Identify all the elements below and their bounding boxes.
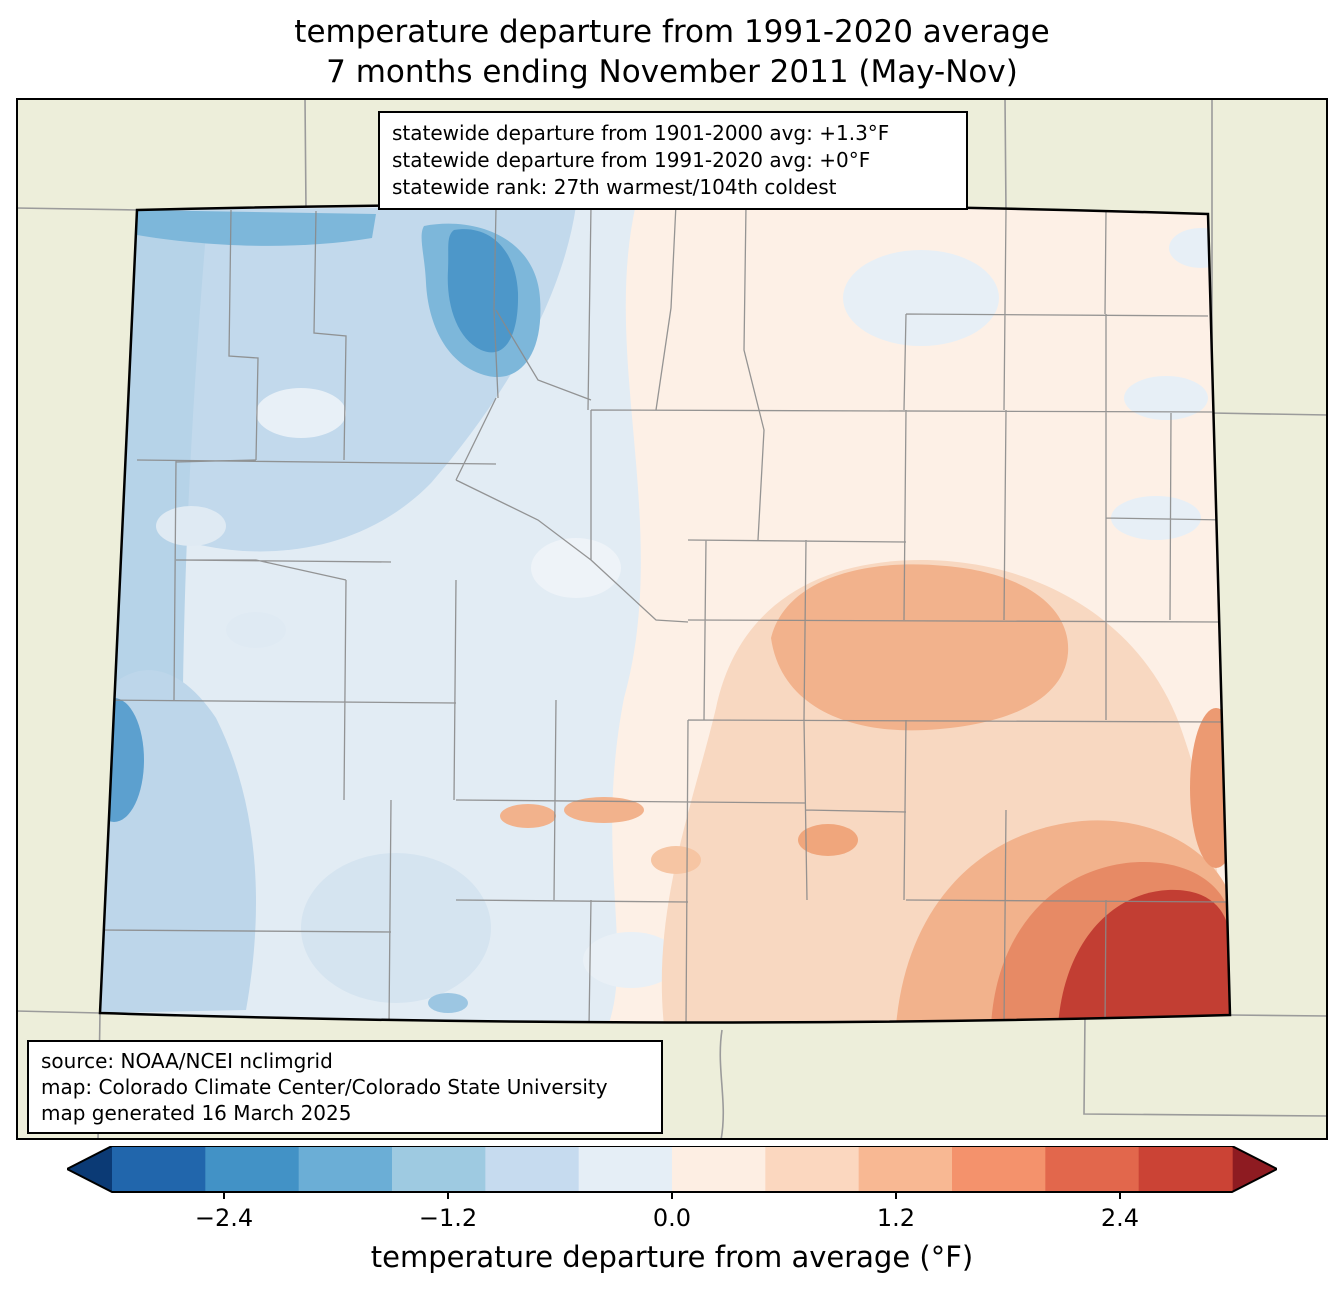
source-line-1: source: NOAA/NCEI nclimgrid bbox=[41, 1049, 333, 1073]
colorbar-outline bbox=[64, 1145, 1280, 1193]
colorbar-segment bbox=[1138, 1146, 1233, 1192]
colorbar-segment bbox=[578, 1146, 673, 1192]
stats-line-1: statewide departure from 1901-2000 avg: … bbox=[392, 121, 890, 145]
colorbar-segment bbox=[485, 1146, 580, 1192]
colorbar-left-arrow bbox=[67, 1146, 112, 1192]
colorado-choropleth-map bbox=[16, 98, 1328, 1140]
county-borders bbox=[100, 204, 1230, 1023]
colorbar-segment bbox=[952, 1146, 1047, 1192]
statewide-stats-box: statewide departure from 1901-2000 avg: … bbox=[378, 111, 968, 210]
colorbar-segment bbox=[672, 1146, 767, 1192]
colorbar: −2.4 −1.2 0.0 1.2 2.4 bbox=[64, 1145, 1280, 1256]
colorbar-tick-label: 0.0 bbox=[652, 1204, 692, 1232]
colorbar-segment bbox=[765, 1146, 860, 1192]
source-line-3: map generated 16 March 2025 bbox=[41, 1101, 352, 1125]
source-line-2: map: Colorado Climate Center/Colorado St… bbox=[41, 1075, 608, 1099]
colorbar-segment bbox=[298, 1146, 393, 1192]
title-line-1: temperature departure from 1991-2020 ave… bbox=[294, 14, 1050, 50]
colorbar-right-arrow bbox=[1232, 1146, 1277, 1192]
stats-line-2: statewide departure from 1991-2020 avg: … bbox=[392, 148, 871, 172]
title-line-2: 7 months ending November 2011 (May-Nov) bbox=[326, 54, 1018, 90]
source-attribution-box: source: NOAA/NCEI nclimgrid map: Colorad… bbox=[27, 1040, 663, 1134]
colorbar-tick-label: 2.4 bbox=[1100, 1204, 1140, 1232]
colorbar-segment bbox=[205, 1146, 300, 1192]
colorbar-tick-label: −2.4 bbox=[194, 1204, 254, 1232]
colorbar-tick-label: 1.2 bbox=[876, 1204, 916, 1232]
colorbar-tick-label: −1.2 bbox=[418, 1204, 478, 1232]
temperature-field bbox=[100, 204, 1230, 1023]
stats-line-3: statewide rank: 27th warmest/104th colde… bbox=[392, 175, 837, 199]
colorbar-axis-label: temperature departure from average (°F) bbox=[370, 1240, 974, 1274]
colorbar-gradient bbox=[64, 1145, 1280, 1199]
colorbar-segment bbox=[1045, 1146, 1140, 1192]
figure-title: temperature departure from 1991-2020 ave… bbox=[0, 12, 1344, 92]
colorbar-segment bbox=[858, 1146, 953, 1192]
colorbar-segment bbox=[392, 1146, 487, 1192]
map-area: statewide departure from 1901-2000 avg: … bbox=[16, 98, 1328, 1140]
map-frame bbox=[16, 98, 1328, 1140]
colorbar-segment bbox=[112, 1146, 207, 1192]
